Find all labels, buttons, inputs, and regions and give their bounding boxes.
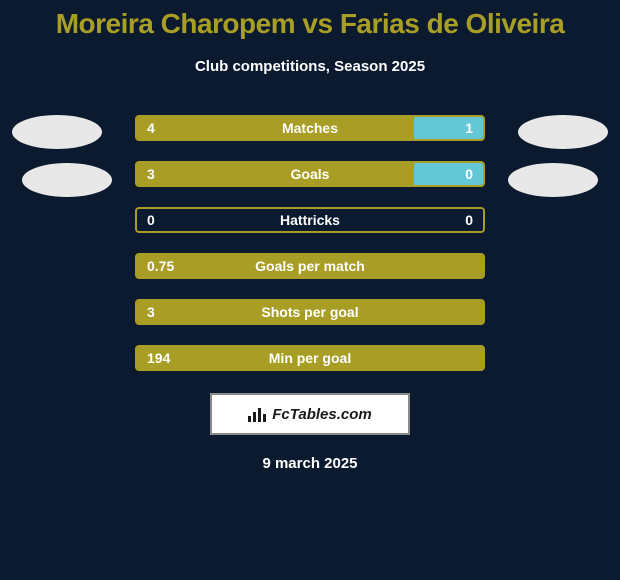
- player2-name: Farias de Oliveira: [340, 8, 564, 39]
- player1-avatar-icon: [12, 115, 102, 149]
- stat-row: 3Shots per goal: [135, 299, 485, 325]
- stat-row: 30Goals: [135, 161, 485, 187]
- subtitle: Club competitions, Season 2025: [0, 58, 620, 75]
- player1-name: Moreira Charopem: [56, 8, 295, 39]
- player2-avatar2-icon: [508, 163, 598, 197]
- branding-badge: FcTables.com: [210, 393, 410, 435]
- stat-label: Min per goal: [137, 347, 483, 369]
- stat-label: Goals: [137, 163, 483, 185]
- page-title: Moreira Charopem vs Farias de Oliveira: [0, 0, 620, 40]
- stat-label: Shots per goal: [137, 301, 483, 323]
- date-text: 9 march 2025: [0, 455, 620, 472]
- stat-rows: 41Matches 30Goals 00Hattricks 0.75Goals per…: [135, 115, 485, 371]
- branding-text: FcTables.com: [272, 406, 371, 423]
- stat-row: 0.75Goals per match: [135, 253, 485, 279]
- comparison-chart: 41Matches 30Goals 00Hattricks 0.75Goals per…: [0, 115, 620, 371]
- stat-label: Goals per match: [137, 255, 483, 277]
- stat-label: Hattricks: [137, 209, 483, 231]
- stat-row: 194Min per goal: [135, 345, 485, 371]
- player2-avatar-icon: [518, 115, 608, 149]
- bars-icon: [248, 406, 266, 422]
- vs-text: vs: [302, 8, 332, 39]
- stat-row: 41Matches: [135, 115, 485, 141]
- stat-row: 00Hattricks: [135, 207, 485, 233]
- player1-avatar2-icon: [22, 163, 112, 197]
- stat-label: Matches: [137, 117, 483, 139]
